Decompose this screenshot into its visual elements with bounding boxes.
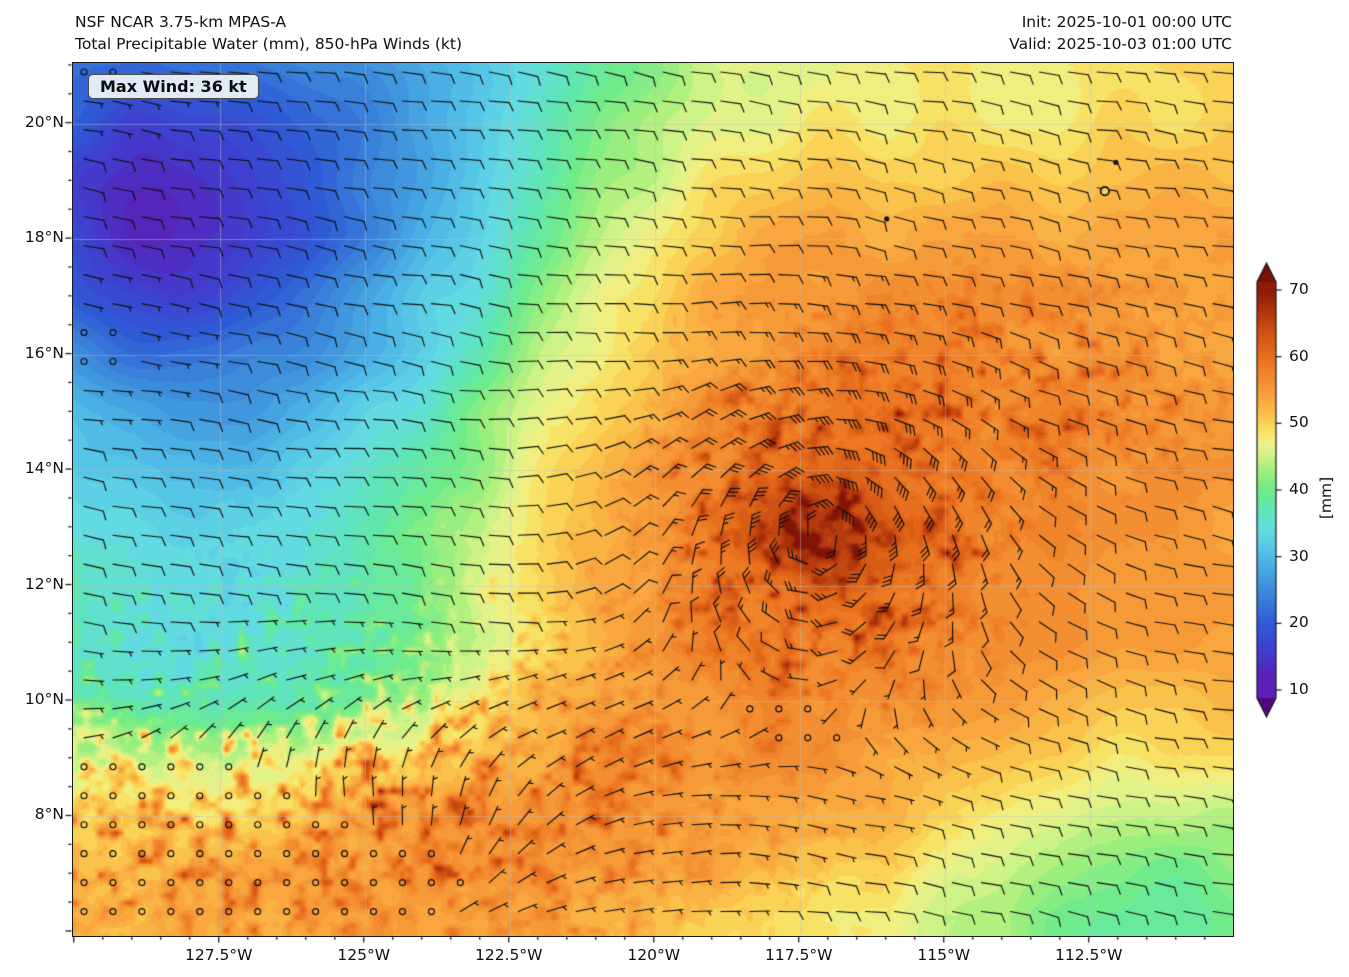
- colorbar-tick-label: 10: [1289, 680, 1309, 698]
- colorbar-tick-label: 30: [1289, 546, 1309, 565]
- colorbar-unit-label: [mm]: [1317, 476, 1335, 520]
- colorbar-tick-label: 50: [1289, 413, 1309, 432]
- colorbar-tick-label: 60: [1289, 346, 1309, 365]
- colorbar-tick-label: 20: [1289, 613, 1309, 632]
- colorbar-tick-label: 70: [1289, 280, 1309, 298]
- colorbar-tick-label: 40: [1289, 480, 1309, 498]
